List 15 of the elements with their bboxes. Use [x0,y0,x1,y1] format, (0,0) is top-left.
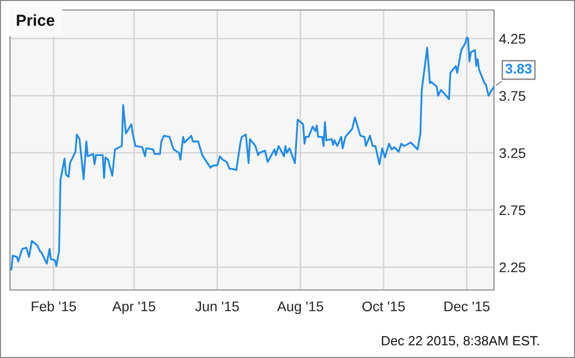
text: Dec 22 2015, 8:38AM EST. [382,336,539,347]
x-tick-label: Jun '15 [195,302,239,312]
y-tick-label: 4.25 [499,34,526,44]
x-tick-label: Feb '15 [32,301,76,312]
line-series [10,36,494,270]
y-tick-label: 2.25 [500,262,526,272]
y-tick-label: 2.75 [500,205,526,216]
x-tick-label: Dec '15 [444,302,490,312]
x-tick-label: Aug '15 [277,302,324,314]
x-tick-label: Oct '15 [362,301,405,312]
annotation: 3.83 [505,64,532,74]
x-tick-label: Apr '15 [112,302,156,314]
chart-title: Price [16,14,54,26]
y-tick-label: 3.25 [499,148,526,158]
y-tick-label: 3.75 [499,91,526,101]
